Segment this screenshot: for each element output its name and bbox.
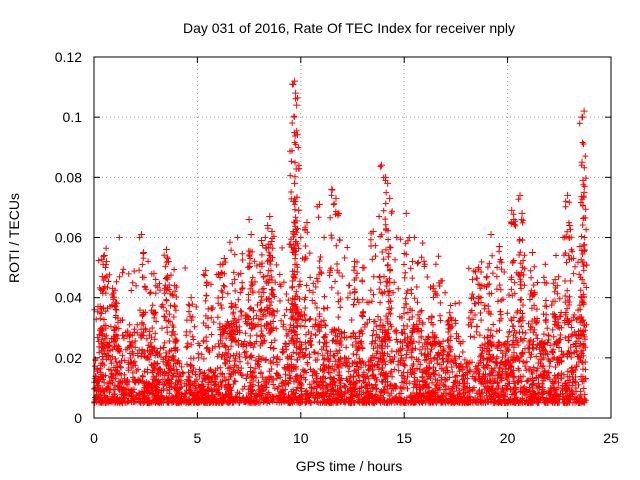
data-point [551, 276, 559, 284]
x-tick-label: 20 [500, 430, 516, 446]
y-tick-label: 0.04 [55, 290, 82, 306]
data-point [334, 209, 342, 217]
y-tick-label: 0.06 [55, 230, 82, 246]
data-point [231, 276, 239, 284]
data-point [377, 161, 385, 169]
data-point [429, 285, 437, 293]
data-point [510, 215, 518, 223]
axis-ticks [93, 56, 612, 419]
data-point [541, 279, 549, 287]
data-point [216, 261, 224, 269]
data-point [266, 212, 274, 220]
data-point [408, 258, 416, 266]
data-point [483, 273, 491, 281]
data-point [580, 107, 588, 115]
spike-streaks [94, 81, 590, 354]
x-tick-labels: 0 5 10 15 20 25 [90, 430, 619, 446]
x-tick-label: 5 [194, 430, 202, 446]
y-tick-label: 0.02 [55, 350, 82, 366]
data-point [382, 173, 390, 181]
data-point [202, 267, 210, 275]
data-point [315, 200, 323, 208]
data-point [487, 230, 495, 238]
data-point [140, 249, 148, 257]
data-point [328, 185, 336, 193]
x-tick-label: 0 [90, 430, 98, 446]
data-point [386, 194, 394, 202]
data-point [237, 270, 245, 278]
data-point [516, 191, 524, 199]
data-point [291, 179, 299, 187]
data-point [528, 249, 536, 257]
data-point [109, 285, 117, 293]
x-axis-label: GPS time / hours [296, 458, 403, 474]
data-point [566, 221, 574, 229]
data-point [258, 237, 266, 245]
data-point [369, 227, 377, 235]
data-point [293, 101, 301, 109]
data-point [359, 264, 367, 272]
y-tick-label: 0.12 [55, 49, 82, 65]
data-point [171, 282, 179, 290]
y-axis-label: ROTI / TECUs [6, 193, 22, 283]
data-point [187, 294, 195, 302]
data-point [579, 176, 587, 184]
data-point [508, 206, 516, 214]
y-tick-labels: 0 0.02 0.04 0.06 0.08 0.1 0.12 [55, 49, 82, 426]
data-series-roti [94, 77, 590, 354]
data-point [303, 218, 311, 226]
data-point [138, 230, 146, 238]
background-point-cloud [91, 234, 589, 406]
data-point [295, 206, 303, 214]
data-point [162, 246, 170, 254]
data-point [576, 243, 584, 251]
data-point [402, 209, 410, 217]
data-point [384, 179, 392, 187]
data-point [332, 194, 340, 202]
data-point [468, 276, 476, 284]
data-point [164, 258, 172, 266]
data-point [495, 243, 503, 251]
x-tick-label: 15 [396, 430, 412, 446]
data-point [351, 258, 359, 266]
x-tick-label: 25 [603, 430, 619, 446]
data-point [580, 188, 588, 196]
background-points [91, 234, 589, 406]
data-point [292, 89, 300, 97]
data-point [564, 191, 572, 199]
data-point [291, 77, 299, 85]
data-point [446, 309, 454, 317]
x-tick-label: 10 [293, 430, 309, 446]
y-tick-label: 0.1 [63, 109, 83, 125]
data-point [247, 230, 255, 238]
data-point [100, 252, 108, 260]
data-point [102, 258, 110, 266]
data-point [518, 209, 526, 217]
data-point [268, 227, 276, 235]
data-point [578, 113, 586, 121]
data-point [290, 197, 298, 205]
chart-title: Day 031 of 2016, Rate Of TEC Index for r… [183, 20, 515, 36]
data-point [553, 282, 561, 290]
data-point [150, 270, 158, 278]
data-point [96, 303, 104, 311]
y-tick-label: 0.08 [55, 169, 82, 185]
data-point [113, 300, 121, 308]
data-point [245, 215, 253, 223]
data-point [220, 255, 228, 263]
data-point [98, 273, 106, 281]
data-point [475, 264, 483, 272]
y-tick-label: 0 [74, 410, 82, 426]
data-point [264, 221, 272, 229]
data-point [578, 158, 586, 166]
